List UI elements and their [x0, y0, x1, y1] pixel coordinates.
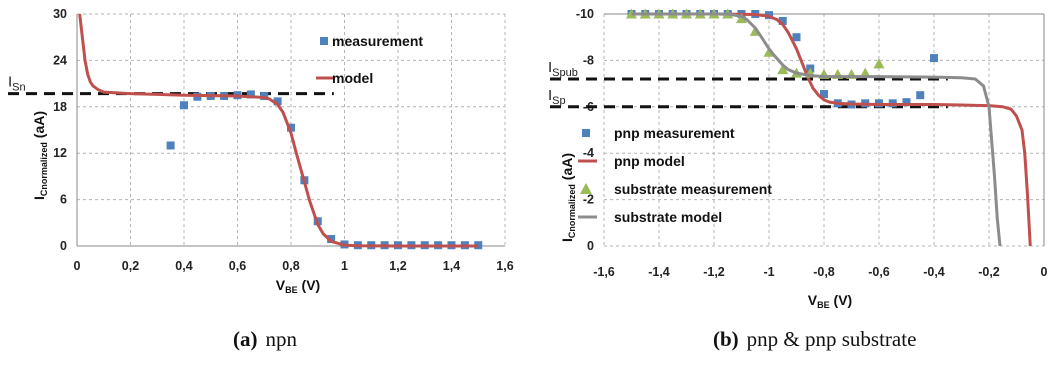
data-point	[778, 16, 787, 25]
y-axis-title-sub: Cnormalized	[567, 184, 577, 238]
x-tick-label: -0,8	[813, 265, 835, 279]
x-axis-title-sub: BE	[285, 285, 298, 295]
x-axis-title-unit: (V)	[298, 277, 321, 293]
y-tick-label: 0	[60, 239, 67, 253]
reference-line-label: ISp	[548, 87, 566, 107]
data-point	[736, 13, 747, 24]
x-tick-label: 1	[341, 259, 348, 273]
x-tick-label: -1	[763, 265, 774, 279]
x-tick-label: -0,6	[868, 265, 890, 279]
legend-label: substrate measurement	[614, 181, 772, 197]
x-axis-title: VBE (V)	[276, 277, 320, 295]
data-point	[792, 33, 801, 42]
y-tick-label: -4	[583, 146, 594, 160]
figure-caption: (a) npn	[233, 327, 298, 351]
reference-line-label-sub: Spub	[552, 67, 578, 79]
x-tick-label: 0,2	[122, 259, 139, 273]
y-tick-label: 24	[53, 53, 67, 67]
data-point	[287, 123, 295, 132]
series-line	[78, 13, 479, 248]
y-axis-title: ICnormalized (aA)	[31, 111, 49, 200]
data-point	[820, 90, 828, 99]
legend-label: measurement	[332, 33, 423, 49]
x-axis-title-unit: (V)	[830, 292, 853, 308]
legend-marker-swatch	[582, 129, 590, 137]
y-tick-label: 6	[60, 193, 67, 207]
x-tick-label: -1,2	[703, 265, 725, 279]
y-tick-label: 12	[53, 146, 67, 160]
caption-label: (a)	[233, 327, 258, 351]
legend-marker-swatch	[580, 183, 592, 194]
x-tick-label: 1,4	[443, 259, 460, 273]
data-point	[246, 90, 255, 99]
data-point	[166, 141, 175, 150]
caption-label: (b)	[713, 327, 739, 351]
x-tick-label: 0,4	[175, 259, 192, 273]
legend-marker-swatch	[320, 37, 328, 45]
data-point	[180, 101, 188, 110]
y-tick-label: 30	[53, 7, 67, 21]
data-point	[327, 235, 336, 244]
x-tick-label: 0,8	[282, 259, 299, 273]
x-tick-label: 0,6	[229, 259, 246, 273]
y-axis-title: ICnormalized (aA)	[559, 153, 577, 242]
data-point	[930, 54, 938, 63]
y-tick-label: -10	[576, 7, 594, 21]
reference-line-label: ISn	[8, 74, 26, 94]
x-tick-label: -0,4	[923, 265, 945, 279]
caption-text: npn	[266, 327, 298, 351]
y-tick-label: 0	[587, 239, 594, 253]
y-tick-label: -8	[583, 53, 594, 67]
data-point	[260, 91, 269, 100]
data-point	[273, 97, 282, 106]
reference-line-label-sub: Sp	[552, 95, 565, 107]
x-tick-label: -1,4	[648, 265, 670, 279]
figure-caption: (b) pnp & pnp substrate	[713, 327, 916, 351]
data-point	[777, 64, 789, 75]
chart-b: -1,6-1,4-1,2-1-0,8-0,6-0,4-0,200-2-4-6-8…	[548, 7, 1048, 351]
y-axis-title-unit: (aA)	[31, 111, 47, 142]
series-line	[631, 12, 1032, 247]
x-tick-label: -0,2	[978, 265, 1000, 279]
x-tick-label: -1,6	[593, 265, 615, 279]
legend-label: pnp model	[614, 153, 685, 169]
x-tick-label: 1,6	[496, 259, 513, 273]
chart-a: 0 0,2 0,4 0,6 0,8 1 1,2 1,4 1,6 0 6 12 18 24 30 ISn meas…	[8, 7, 514, 351]
reference-line-label: ISpub	[548, 59, 578, 79]
y-tick-label: 18	[53, 100, 67, 114]
reference-line-label-sub: Sn	[12, 82, 25, 94]
data-point	[916, 91, 925, 100]
y-axis-title-sub: Cnormalized	[39, 142, 49, 196]
legend-label: pnp measurement	[614, 125, 735, 141]
x-tick-label: 0	[74, 259, 81, 273]
data-point	[902, 98, 911, 107]
x-tick-label: 0	[1041, 265, 1048, 279]
legend-label: substrate model	[614, 209, 722, 225]
y-tick-label: -2	[583, 193, 594, 207]
x-axis-title: VBE (V)	[808, 292, 852, 310]
y-axis-title-unit: (aA)	[559, 153, 575, 184]
legend-label: model	[332, 70, 373, 86]
x-axis-title-sub: BE	[817, 300, 830, 310]
caption-text: pnp & pnp substrate	[747, 327, 917, 351]
data-point	[873, 58, 885, 69]
x-tick-label: 1,2	[389, 259, 406, 273]
series-line	[631, 12, 1002, 247]
